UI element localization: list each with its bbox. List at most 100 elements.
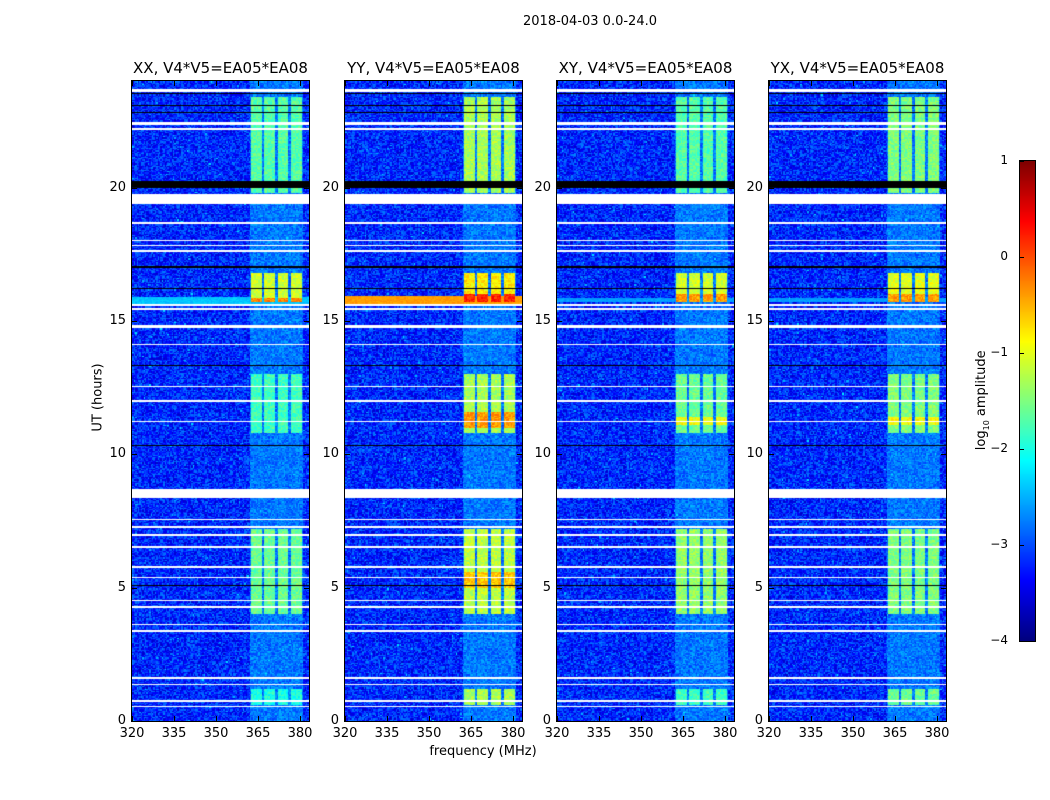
y-tick-label: 10 xyxy=(534,446,551,462)
y-tick-mark xyxy=(557,587,562,589)
y-tick-label: 10 xyxy=(109,446,126,462)
panel-2: XY, V4*V5=EA05*EA08 0 5 10 15 20 320 335 350 365 3… xyxy=(534,59,737,741)
x-tick-label: 380 xyxy=(712,726,738,741)
x-tick-mark xyxy=(216,81,218,86)
y-tick-mark xyxy=(132,187,137,189)
y-tick-mark xyxy=(304,721,309,722)
x-tick-mark xyxy=(937,716,939,721)
y-tick-label: 20 xyxy=(109,179,126,195)
x-tick-mark xyxy=(429,81,431,86)
y-axis-label: UT (hours) xyxy=(90,363,106,432)
x-tick-label: 380 xyxy=(287,726,313,741)
y-tick-label: 5 xyxy=(542,579,551,595)
y-tick-label: 10 xyxy=(322,446,339,462)
y-tick-mark xyxy=(517,587,522,589)
x-tick-mark xyxy=(429,716,431,721)
y-tick-label: 0 xyxy=(754,713,763,728)
x-tick-mark xyxy=(300,716,302,721)
x-tick-mark xyxy=(683,716,685,721)
x-tick-label: 335 xyxy=(161,726,187,741)
x-tick-mark xyxy=(725,716,727,721)
y-tick-label: 0 xyxy=(330,713,339,728)
y-tick-mark xyxy=(729,187,734,189)
y-tick-mark xyxy=(132,587,137,589)
y-tick-mark xyxy=(729,587,734,589)
x-tick-mark xyxy=(258,81,260,86)
y-tick-mark xyxy=(769,587,774,589)
colorbar-tick-mark xyxy=(1020,449,1024,450)
panel-3: YX, V4*V5=EA05*EA08 0 5 10 15 20 320 335 350 365 3… xyxy=(746,59,949,741)
y-tick-mark xyxy=(941,187,946,189)
x-tick-mark xyxy=(683,81,685,86)
y-tick-mark xyxy=(304,321,309,322)
y-tick-label: 5 xyxy=(754,579,763,595)
x-tick-mark xyxy=(769,716,770,721)
y-tick-mark xyxy=(769,321,774,322)
colorbar-tick-label: −3 xyxy=(990,537,1008,551)
y-tick-label: 10 xyxy=(746,446,763,462)
y-tick-mark xyxy=(132,454,137,456)
y-tick-mark xyxy=(304,454,309,456)
colorbar-gradient xyxy=(1020,161,1035,641)
x-tick-label: 350 xyxy=(840,726,866,741)
y-tick-mark xyxy=(729,454,734,456)
y-tick-label: 5 xyxy=(117,579,126,595)
colorbar-label: log10 amplitude xyxy=(974,350,991,451)
colorbar-tick-label: 1 xyxy=(1000,153,1008,167)
panel-title: XX, V4*V5=EA05*EA08 xyxy=(133,59,308,77)
x-tick-mark xyxy=(641,81,643,86)
y-tick-mark xyxy=(304,587,309,589)
x-tick-mark xyxy=(557,81,558,86)
y-tick-mark xyxy=(132,721,137,722)
y-tick-mark xyxy=(769,187,774,189)
x-tick-mark xyxy=(300,81,302,86)
y-tick-mark xyxy=(729,721,734,722)
y-tick-mark xyxy=(517,321,522,322)
heatmap-image xyxy=(557,81,734,721)
y-tick-mark xyxy=(557,721,562,722)
x-tick-mark xyxy=(853,81,855,86)
y-tick-mark xyxy=(941,321,946,322)
colorbar-tick-label: −1 xyxy=(990,345,1008,359)
colorbar-tick-label: −4 xyxy=(990,633,1008,647)
y-tick-mark xyxy=(345,721,350,722)
heatmap-image xyxy=(769,81,946,721)
y-tick-mark xyxy=(941,587,946,589)
x-tick-mark xyxy=(216,716,218,721)
x-tick-label: 365 xyxy=(245,726,271,741)
y-tick-mark xyxy=(557,321,562,322)
x-tick-label: 320 xyxy=(332,726,358,741)
x-tick-label: 365 xyxy=(882,726,908,741)
x-tick-label: 320 xyxy=(119,726,145,741)
x-tick-mark xyxy=(811,716,812,721)
colorbar-tick-mark xyxy=(1020,641,1024,642)
y-tick-mark xyxy=(557,187,562,189)
heatmap-image xyxy=(132,81,309,721)
y-tick-label: 5 xyxy=(330,579,339,595)
x-tick-mark xyxy=(895,81,897,86)
y-tick-label: 15 xyxy=(322,313,339,328)
x-tick-label: 320 xyxy=(756,726,782,741)
y-tick-mark xyxy=(941,721,946,722)
x-tick-mark xyxy=(599,81,600,86)
x-tick-mark xyxy=(725,81,727,86)
x-tick-label: 335 xyxy=(586,726,612,741)
x-tick-mark xyxy=(258,716,260,721)
x-tick-label: 350 xyxy=(416,726,442,741)
x-tick-mark xyxy=(641,716,643,721)
y-tick-mark xyxy=(345,321,350,322)
x-tick-label: 365 xyxy=(458,726,484,741)
colorbar-tick-label: −2 xyxy=(990,441,1008,455)
colorbar-tick-label: 0 xyxy=(1000,249,1008,263)
colorbar-tick-mark xyxy=(1020,353,1024,354)
y-tick-label: 0 xyxy=(542,713,551,728)
panel-0: XX, V4*V5=EA05*EA08 0 5 10 15 20 320 335 350 365 3… xyxy=(109,59,312,741)
x-tick-mark xyxy=(895,716,897,721)
y-tick-mark xyxy=(769,721,774,722)
colorbar-tick-mark xyxy=(1020,257,1024,258)
x-tick-mark xyxy=(345,716,346,721)
x-tick-mark xyxy=(599,716,600,721)
x-tick-mark xyxy=(513,81,515,86)
x-tick-mark xyxy=(345,81,346,86)
